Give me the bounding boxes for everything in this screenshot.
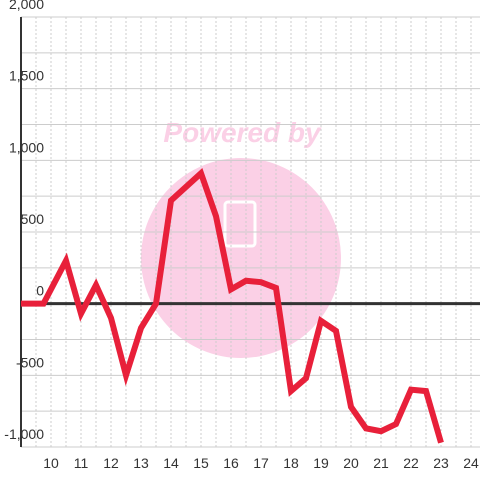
y-tick-label: -1,000 (4, 426, 44, 442)
x-tick-label: 13 (133, 455, 149, 471)
y-tick-label: -500 (16, 354, 44, 370)
x-tick-label: 11 (74, 455, 89, 471)
x-tick-label: 10 (43, 455, 59, 471)
x-tick-label: 17 (253, 455, 269, 471)
x-tick-label: 18 (283, 455, 299, 471)
watermark-logo (141, 158, 341, 358)
x-tick-label: 20 (343, 455, 359, 471)
y-tick-label: 1,000 (9, 139, 44, 155)
x-tick-label: 19 (313, 455, 329, 471)
x-tick-label: 12 (103, 455, 119, 471)
y-tick-label: 2,000 (9, 0, 44, 12)
y-tick-label: 0 (36, 283, 44, 299)
x-tick-label: 21 (373, 455, 389, 471)
y-tick-label: 1,500 (9, 68, 44, 84)
y-tick-label: 500 (21, 211, 45, 227)
data-line (21, 167, 444, 444)
x-tick-label: 24 (463, 455, 479, 471)
x-tick-label: 14 (163, 455, 179, 471)
plot: -1,000 -500 0 500 1,000 1,500 2,000 10 11 12 13 14 1… (4, 0, 480, 471)
watermark-icon (223, 200, 257, 248)
x-tick-label: 15 (193, 455, 209, 471)
watermark-text: Powered by (163, 117, 322, 148)
x-tick-label: 23 (433, 455, 449, 471)
x-tick-label: 22 (403, 455, 419, 471)
x-tick-label: 16 (223, 455, 239, 471)
